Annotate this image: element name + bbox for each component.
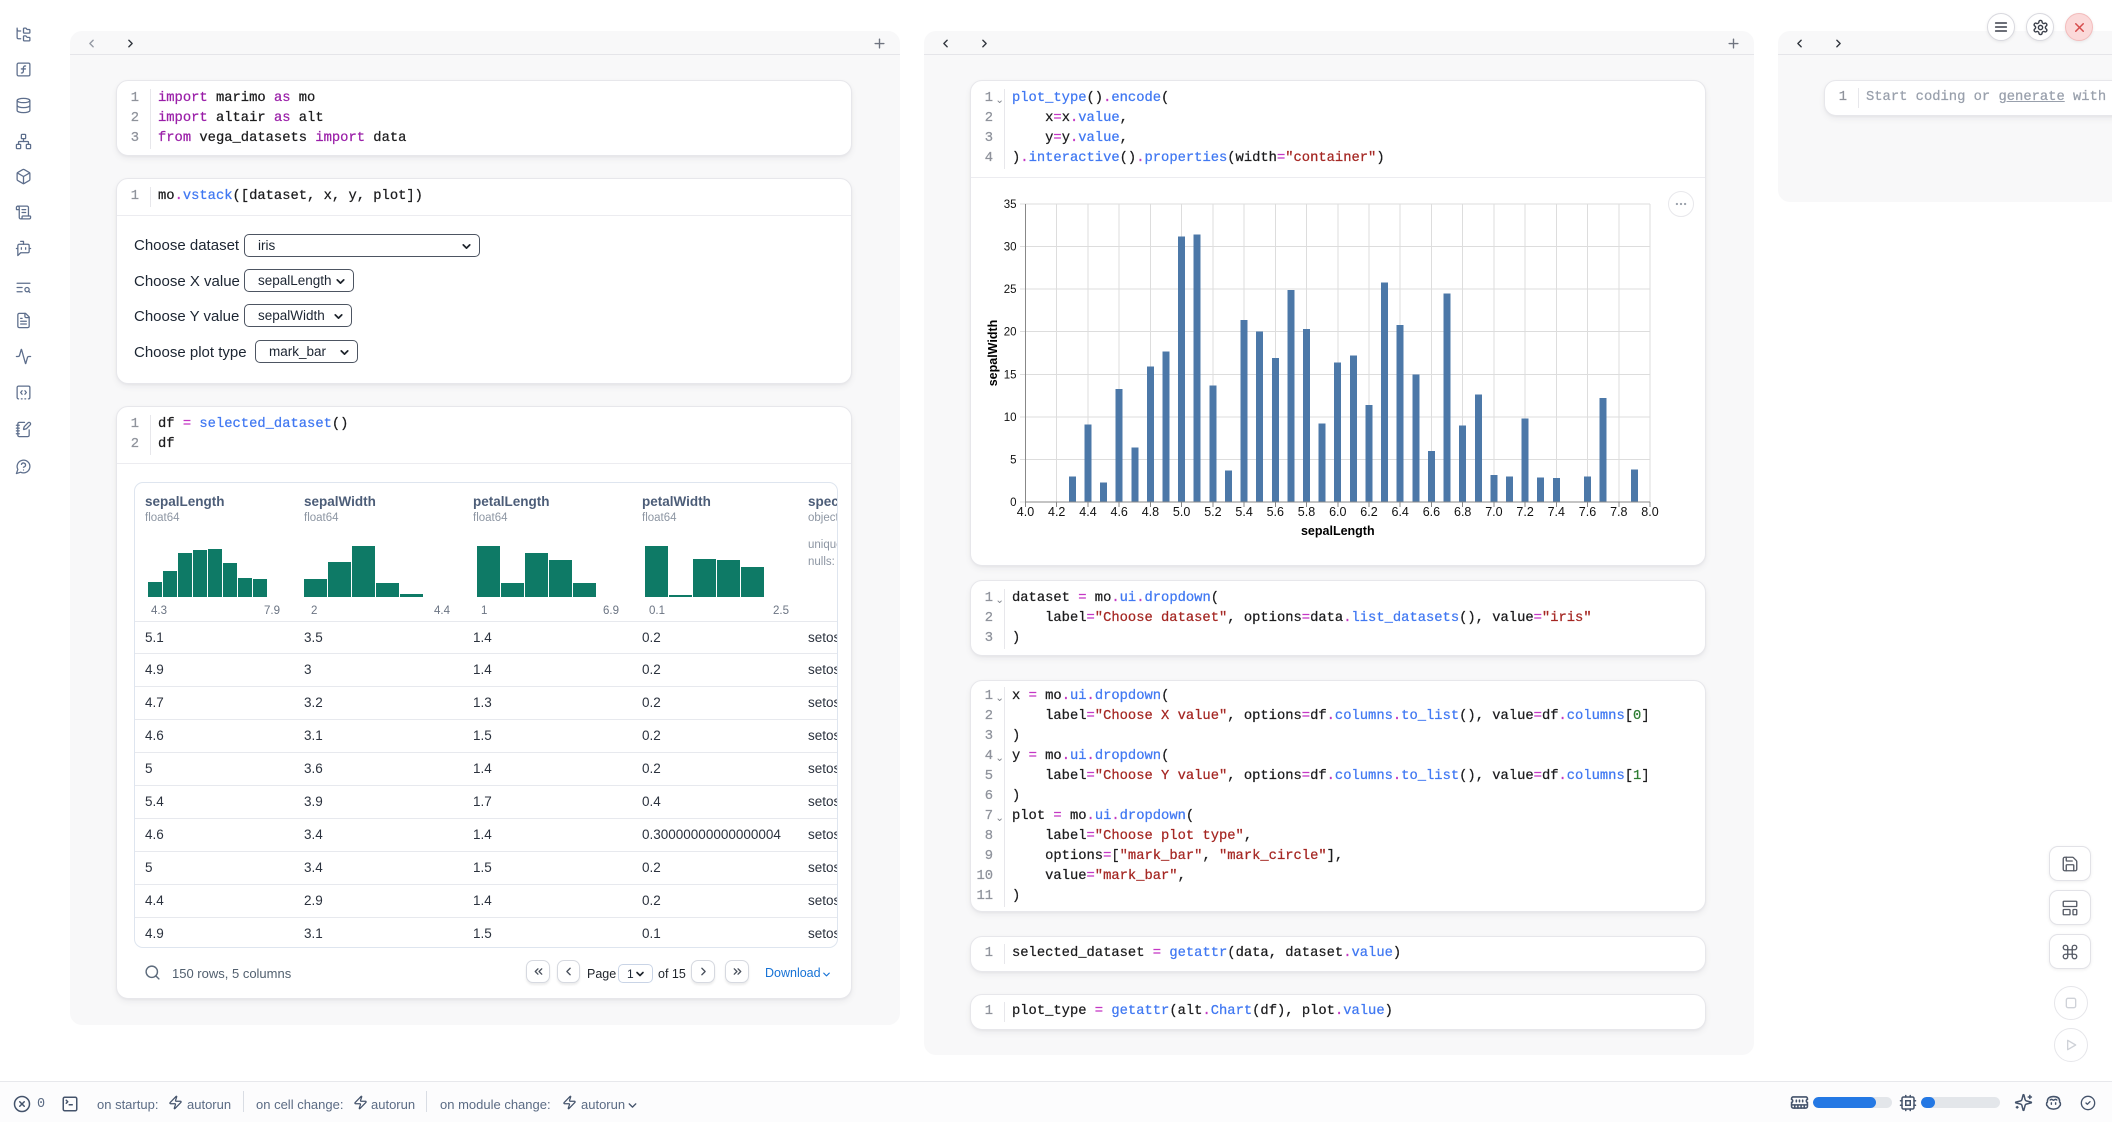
svg-text:7.6: 7.6 (1579, 505, 1596, 519)
svg-text:0: 0 (1010, 497, 1016, 509)
svg-text:6.6: 6.6 (1423, 505, 1440, 519)
svg-text:5.0: 5.0 (1173, 505, 1190, 519)
svg-text:7.2: 7.2 (1516, 505, 1533, 519)
svg-text:5.4: 5.4 (1235, 505, 1252, 519)
svg-text:6.0: 6.0 (1329, 505, 1346, 519)
svg-text:6.8: 6.8 (1454, 505, 1471, 519)
svg-text:30: 30 (1004, 242, 1017, 254)
svg-text:25: 25 (1004, 284, 1017, 296)
svg-text:5: 5 (1010, 454, 1016, 466)
svg-text:5.8: 5.8 (1298, 505, 1315, 519)
svg-text:7.4: 7.4 (1548, 505, 1565, 519)
svg-text:sepalWidth: sepalWidth (986, 320, 1000, 387)
svg-text:20: 20 (1004, 327, 1017, 339)
svg-text:15: 15 (1004, 369, 1017, 381)
svg-text:6.4: 6.4 (1392, 505, 1409, 519)
svg-text:4.2: 4.2 (1048, 505, 1065, 519)
svg-text:6.2: 6.2 (1360, 505, 1377, 519)
svg-text:7.0: 7.0 (1485, 505, 1502, 519)
svg-text:4.6: 4.6 (1111, 505, 1128, 519)
svg-text:10: 10 (1004, 412, 1017, 424)
svg-text:5.2: 5.2 (1204, 505, 1221, 519)
svg-text:5.6: 5.6 (1267, 505, 1284, 519)
svg-text:sepalLength: sepalLength (1301, 524, 1375, 538)
svg-text:4.4: 4.4 (1079, 505, 1096, 519)
svg-text:7.8: 7.8 (1610, 505, 1627, 519)
svg-text:8.0: 8.0 (1641, 505, 1658, 519)
svg-text:35: 35 (1004, 199, 1017, 211)
svg-text:4.0: 4.0 (1017, 505, 1034, 519)
svg-text:4.8: 4.8 (1142, 505, 1159, 519)
